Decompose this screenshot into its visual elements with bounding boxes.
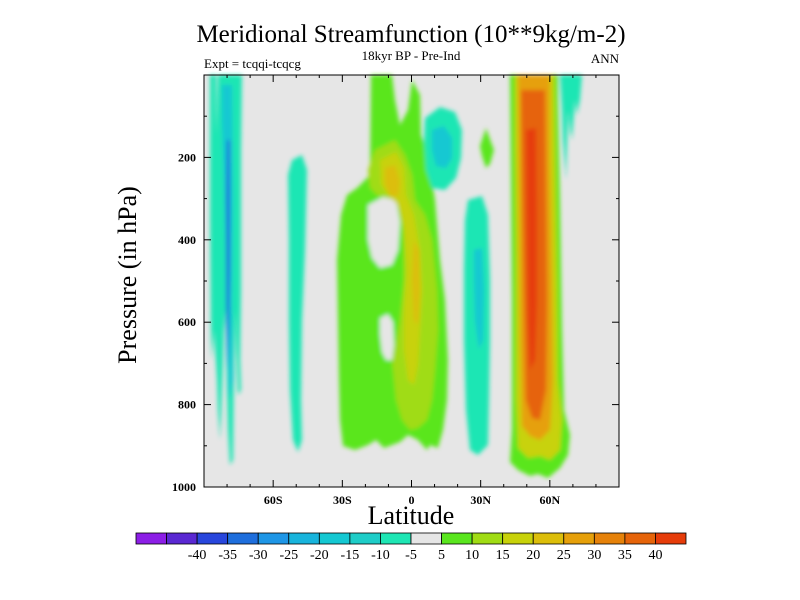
colorbar-swatch [441, 532, 473, 545]
x-tick-label: 60S [264, 493, 283, 507]
colorbar-swatch [318, 532, 351, 545]
chart-subtitle: 18kyr BP - Pre-Ind [362, 48, 461, 63]
contour-cyan-cell-25N-core [474, 248, 484, 350]
colorbar-swatch [593, 532, 626, 545]
contour-red-cell-core [526, 128, 537, 370]
colorbar-label: -5 [405, 548, 417, 563]
colorbar-swatch [624, 532, 656, 545]
experiment-label: Expt = tcqqi-tcqcg [204, 56, 301, 71]
colorbar-label: -15 [341, 548, 360, 563]
y-tick-label: 600 [178, 315, 196, 329]
colorbar-swatch [655, 532, 687, 545]
x-tick-label: 30N [470, 493, 491, 507]
colorbar-swatch [532, 532, 565, 545]
colorbar-label: 20 [526, 548, 540, 563]
colorbar-swatch [257, 532, 290, 545]
x-axis-label: Latitude [368, 501, 455, 530]
axis-tick-labels: 60S 30S 0 30N 60N 200 400 600 800 1000 [172, 150, 560, 507]
x-tick-label: 30S [333, 493, 352, 507]
colorbar-swatch [502, 532, 534, 545]
colorbar-label: 5 [438, 548, 445, 563]
x-tick-label: 60N [539, 493, 560, 507]
colorbar-label: 30 [587, 548, 601, 563]
y-tick-label: 800 [178, 398, 196, 412]
y-tick-label: 200 [178, 150, 196, 164]
contour-hole-lower [380, 314, 394, 360]
contour-northern-cyan-wisps [560, 75, 582, 180]
colorbar-swatch [288, 532, 320, 545]
colorbar-label: -30 [249, 548, 268, 563]
contour-green-cell-31N [480, 128, 494, 168]
axis-ticks [204, 75, 619, 488]
colorbar-swatch [166, 532, 198, 545]
colorbar-swatch [471, 532, 504, 545]
chart-title: Meridional Streamfunction (10**9kg/m-2) [196, 21, 625, 48]
y-axis-label: Pressure (in hPa) [113, 186, 142, 364]
season-label: ANN [591, 51, 620, 66]
contour-southern-blue-core [226, 140, 230, 370]
colorbar-swatch [349, 532, 381, 545]
contour-hole-upper [368, 197, 400, 268]
contour-deep-core [385, 165, 420, 325]
contour-yellow-cell-equatorial [368, 140, 438, 430]
colorbar-swatch [196, 532, 229, 545]
colorbar-label: -10 [371, 548, 390, 563]
contour-field [210, 75, 582, 478]
colorbar-label: 10 [465, 548, 479, 563]
colorbar-label: -40 [188, 548, 207, 563]
colorbar [135, 532, 687, 545]
colorbar-label: 25 [557, 548, 571, 563]
colorbar-label: 35 [618, 548, 632, 563]
colorbar-swatch [380, 532, 412, 545]
colorbar-swatch [227, 532, 259, 545]
colorbar-swatch [563, 532, 595, 545]
colorbar-label: 15 [496, 548, 510, 563]
y-tick-label: 1000 [172, 480, 196, 494]
contour-cyan-cell-10N-core [432, 126, 452, 168]
contour-orange-core [380, 152, 422, 385]
colorbar-label: -20 [310, 548, 329, 563]
colorbar-label: -35 [218, 548, 237, 563]
colorbar-swatch [135, 532, 167, 545]
contour-cyan-cell-45S [288, 155, 307, 452]
y-tick-label: 400 [178, 233, 196, 247]
colorbar-label: -25 [279, 548, 298, 563]
colorbar-labels: -40 -35 -30 -25 -20 -15 -10 -5 5 10 15 20 25 30 35 40 [188, 548, 663, 563]
x-tick-label: 0 [409, 493, 415, 507]
colorbar-swatch [410, 532, 442, 545]
colorbar-label: 40 [648, 548, 662, 563]
